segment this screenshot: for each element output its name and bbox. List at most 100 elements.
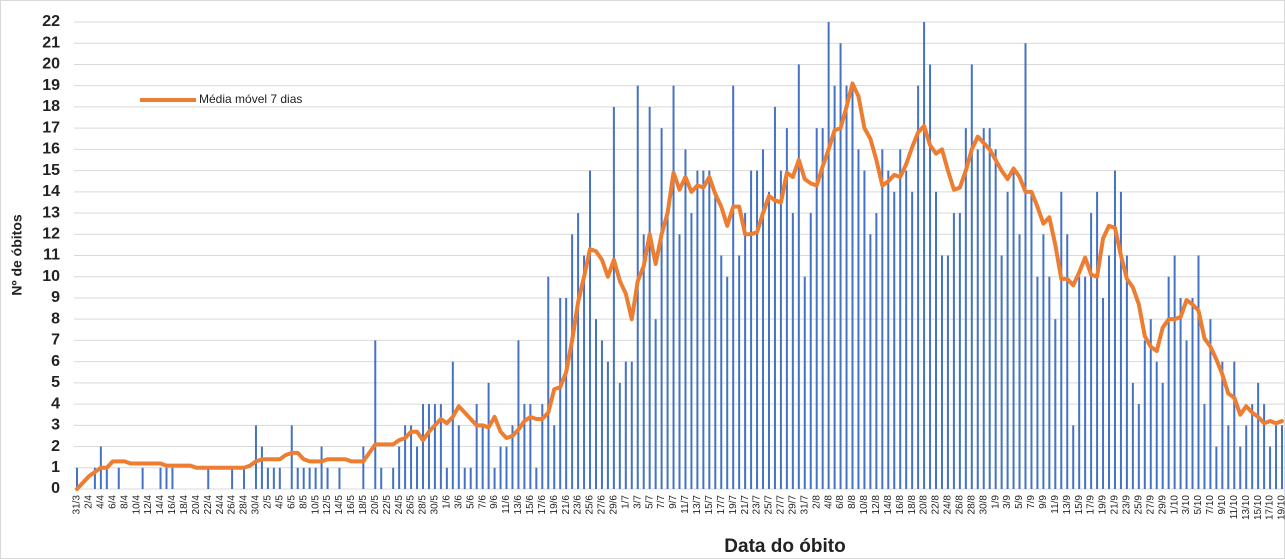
bar bbox=[517, 340, 520, 489]
y-tick-label: 13 bbox=[42, 204, 60, 221]
bar bbox=[260, 446, 263, 489]
bar bbox=[475, 404, 478, 489]
bar bbox=[374, 340, 377, 489]
bar bbox=[1197, 255, 1200, 489]
bar bbox=[905, 170, 908, 489]
bar bbox=[380, 467, 383, 489]
bar bbox=[773, 106, 776, 489]
x-tick-label: 23/6 bbox=[573, 495, 584, 515]
bar bbox=[1125, 255, 1128, 489]
x-tick-label: 1/7 bbox=[620, 495, 631, 509]
bar bbox=[1215, 446, 1218, 489]
bar bbox=[893, 191, 896, 489]
y-tick-label: 17 bbox=[42, 119, 60, 136]
bar bbox=[1066, 234, 1069, 489]
bar bbox=[511, 425, 514, 489]
x-tick-label: 19/6 bbox=[549, 495, 560, 515]
x-tick-label: 22/4 bbox=[203, 495, 214, 515]
bar bbox=[1131, 382, 1134, 489]
bar bbox=[1233, 361, 1236, 489]
y-tick-label: 18 bbox=[42, 98, 60, 115]
bar bbox=[243, 467, 246, 489]
bar bbox=[523, 404, 526, 489]
x-tick-label: 7/10 bbox=[1205, 495, 1216, 515]
x-tick-label: 9/10 bbox=[1217, 495, 1228, 515]
bar bbox=[117, 467, 120, 489]
bar bbox=[553, 425, 556, 489]
y-tick-label: 6 bbox=[51, 353, 60, 370]
y-tick-label: 21 bbox=[42, 34, 60, 51]
bar bbox=[1245, 425, 1248, 489]
bar bbox=[1179, 297, 1182, 489]
bar bbox=[1149, 319, 1152, 489]
bar bbox=[750, 170, 753, 489]
x-tick-label: 19/7 bbox=[728, 495, 739, 515]
bar bbox=[767, 191, 770, 489]
bar bbox=[690, 213, 693, 489]
y-tick-label: 12 bbox=[42, 225, 60, 242]
bar bbox=[1119, 191, 1122, 489]
bar bbox=[606, 361, 609, 489]
bar bbox=[416, 446, 419, 489]
y-tick-label: 22 bbox=[42, 13, 60, 30]
x-tick-label: 8/4 bbox=[119, 495, 130, 509]
x-tick-label: 31/7 bbox=[799, 495, 810, 515]
y-tick-label: 2 bbox=[51, 438, 60, 455]
bar bbox=[404, 425, 407, 489]
x-tick-label: 11/7 bbox=[680, 495, 691, 514]
bar bbox=[899, 149, 902, 489]
x-tick-label: 27/9 bbox=[1145, 495, 1156, 515]
bar bbox=[1251, 404, 1254, 489]
y-tick-label: 8 bbox=[51, 310, 60, 327]
bar bbox=[720, 255, 723, 489]
bar bbox=[618, 382, 621, 489]
x-tick-label: 25/6 bbox=[585, 495, 596, 515]
bar bbox=[320, 446, 323, 489]
x-tick-label: 4/5 bbox=[274, 495, 285, 509]
bar bbox=[457, 425, 460, 489]
bar bbox=[1263, 404, 1266, 489]
y-tick-label: 9 bbox=[51, 289, 60, 306]
x-tick-label: 7/7 bbox=[656, 495, 667, 509]
bar bbox=[272, 467, 275, 489]
bar bbox=[1036, 276, 1039, 489]
bar bbox=[708, 170, 711, 489]
bar bbox=[469, 467, 472, 489]
bar bbox=[672, 85, 675, 489]
bar bbox=[982, 128, 985, 490]
x-tick-label: 9/9 bbox=[1038, 495, 1049, 509]
bar bbox=[929, 64, 932, 490]
bar bbox=[696, 170, 699, 489]
bar bbox=[487, 382, 490, 489]
bar bbox=[76, 467, 78, 489]
x-tick-label: 13/10 bbox=[1241, 495, 1252, 520]
bar bbox=[93, 467, 96, 489]
x-tick-label: 1/9 bbox=[990, 495, 1001, 509]
x-tick-label: 30/4 bbox=[251, 495, 262, 515]
x-tick-label: 2/4 bbox=[84, 495, 95, 509]
x-tick-label: 18/5 bbox=[358, 495, 369, 515]
bar bbox=[875, 213, 878, 489]
bar bbox=[577, 213, 580, 489]
x-tick-label: 31/3 bbox=[72, 495, 83, 515]
x-tick-label: 17/6 bbox=[537, 495, 548, 515]
x-tick-label: 4/4 bbox=[96, 495, 107, 509]
bar bbox=[1155, 361, 1158, 489]
bar bbox=[1078, 276, 1081, 489]
bar bbox=[1072, 425, 1075, 489]
bar bbox=[952, 213, 955, 489]
x-tick-label: 28/4 bbox=[239, 495, 250, 515]
bar bbox=[1203, 404, 1206, 489]
bar bbox=[660, 128, 663, 490]
y-tick-label: 5 bbox=[51, 374, 60, 391]
x-tick-label: 16/8 bbox=[895, 495, 906, 515]
bar bbox=[654, 319, 657, 489]
bar bbox=[1257, 382, 1260, 489]
bar bbox=[797, 64, 800, 490]
x-tick-label: 13/6 bbox=[513, 495, 524, 515]
y-tick-label: 1 bbox=[51, 459, 60, 476]
bar bbox=[1221, 361, 1224, 489]
bar bbox=[976, 149, 979, 489]
bar bbox=[410, 425, 413, 489]
bar bbox=[296, 467, 299, 489]
